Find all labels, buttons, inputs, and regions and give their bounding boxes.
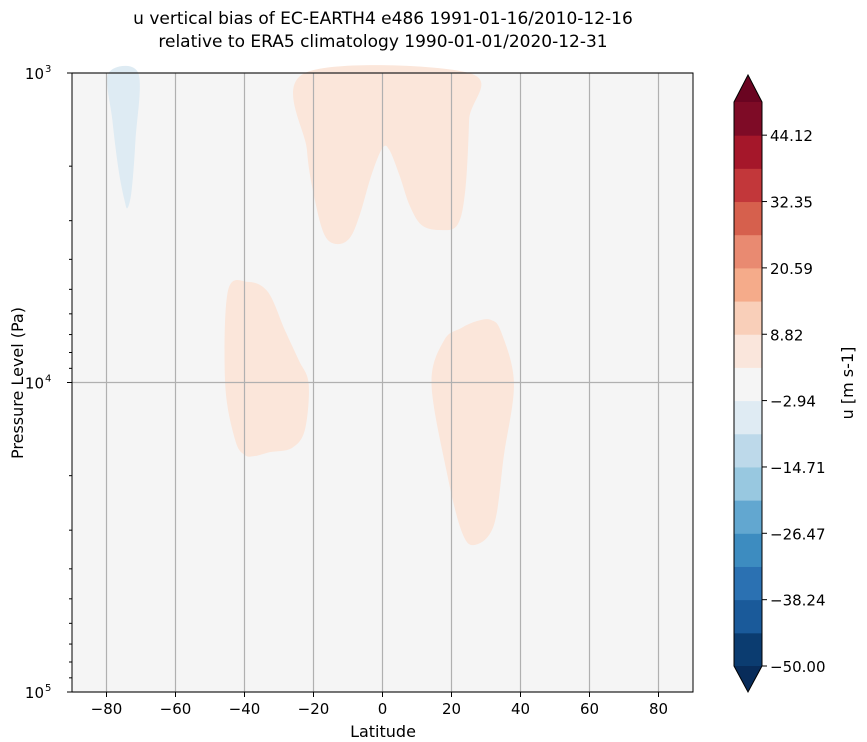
colorbar-band [734,566,762,601]
colorbar-extend-over [734,75,762,102]
y-tick-label: 10 [25,65,44,83]
y-tick-label: 10 [25,684,44,702]
x-tick-label: 0 [378,700,388,718]
contour-regions [107,65,514,546]
colorbar-tick-label: 8.82 [770,326,803,344]
colorbar-band [734,334,762,368]
x-tick-label: 60 [580,700,599,718]
contour-region-0 [107,65,140,209]
colorbar-tick-label: −50.00 [770,658,826,676]
colorbar: −50.00 −38.24 −26.47 −14.71 −2.94 8.82 20.59 32… [733,73,826,694]
colorbar-band [734,500,762,534]
colorbar-tick-label: −26.47 [770,525,826,543]
colorbar-band [734,599,762,634]
colorbar-tick-label: 20.59 [770,260,813,278]
y-axis-label: Pressure Level (Pa) [8,307,27,459]
colorbar-tick-label: 32.35 [770,194,813,212]
colorbar-label: u [m s-1] [838,347,857,420]
x-tick-label: −60 [160,700,192,718]
chart-title-line-2: relative to ERA5 climatology 1990-01-01/… [158,32,607,52]
colorbar-band [734,301,762,335]
contour-region-3 [431,319,514,546]
x-tick-label: −40 [229,700,261,718]
colorbar-tick-label: 44.12 [770,127,813,145]
colorbar-extend-under [734,666,762,692]
x-tick-label: −80 [91,700,123,718]
colorbar-band [734,201,762,236]
colorbar-band [734,168,762,203]
contour-region-2 [224,279,309,457]
colorbar-band [734,433,762,468]
colorbar-band [734,632,762,667]
y-tick-exponent: 5 [45,683,51,694]
colorbar-tick-label: −38.24 [770,592,826,610]
colorbar-tick-label: −2.94 [770,393,816,411]
x-tick-label: 20 [442,700,461,718]
colorbar-band [734,102,762,136]
x-axis-ticks: −80 −60 −40 −20 0 20 40 60 80 [91,692,668,718]
chart-title-line-1: u vertical bias of EC-EARTH4 e486 1991-0… [133,9,633,29]
y-tick-exponent: 4 [45,374,51,385]
x-tick-label: −20 [298,700,330,718]
colorbar-band [734,135,762,169]
colorbar-band [734,234,762,269]
colorbar-band [734,267,762,302]
colorbar-band [734,533,762,567]
x-tick-label: 40 [511,700,530,718]
contour-region-1 [293,65,482,245]
colorbar-band [734,466,762,501]
colorbar-band [734,367,762,402]
y-tick-exponent: 3 [45,64,51,75]
colorbar-tick-label: −14.71 [770,459,826,477]
colorbar-band [734,400,762,435]
y-tick-label: 10 [25,375,44,393]
x-axis-label: Latitude [350,722,416,738]
x-tick-label: 80 [649,700,668,718]
